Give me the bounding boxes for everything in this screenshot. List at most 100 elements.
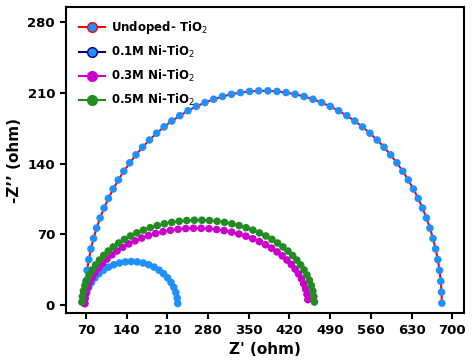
Point <box>303 292 311 297</box>
Point <box>160 271 167 277</box>
Point <box>82 290 90 296</box>
Point <box>155 267 163 273</box>
Point <box>426 225 434 231</box>
Point <box>153 130 160 136</box>
Point <box>133 259 141 265</box>
Point <box>168 118 176 124</box>
Point <box>273 249 281 255</box>
Point <box>366 130 374 136</box>
Point <box>115 240 122 246</box>
Point <box>262 242 269 248</box>
Point <box>174 301 182 306</box>
Point <box>423 215 430 221</box>
Point <box>86 280 93 286</box>
Point <box>213 226 220 232</box>
Point <box>95 265 102 271</box>
Point <box>438 300 446 306</box>
Point <box>308 283 315 289</box>
Point <box>335 108 342 114</box>
Point <box>88 275 96 281</box>
Point <box>255 230 263 236</box>
Point <box>91 275 99 281</box>
Point <box>242 225 250 230</box>
Point <box>183 218 191 223</box>
Point <box>105 264 112 270</box>
Point <box>310 299 318 305</box>
Y-axis label: -Z’’ (ohm): -Z’’ (ohm) <box>7 118 22 202</box>
Point <box>91 270 99 276</box>
Point <box>88 280 95 285</box>
Point <box>309 96 317 102</box>
Point <box>82 295 89 301</box>
Point <box>300 281 308 287</box>
Point <box>235 223 243 229</box>
Point <box>437 278 445 284</box>
Point <box>100 267 107 273</box>
Point <box>90 236 97 241</box>
Point <box>145 233 152 238</box>
Point <box>279 244 287 250</box>
Point <box>219 94 226 99</box>
Point <box>133 230 141 236</box>
Point <box>173 295 181 301</box>
Point <box>393 160 401 166</box>
Point <box>387 152 394 158</box>
Point <box>174 226 182 232</box>
Point <box>105 248 112 254</box>
Point <box>429 236 437 241</box>
Point <box>205 226 213 232</box>
Point <box>89 267 96 273</box>
Point <box>262 233 270 239</box>
Point <box>138 235 146 241</box>
Point <box>128 259 135 265</box>
Point <box>109 186 117 192</box>
X-axis label: Z' (ohm): Z' (ohm) <box>229 342 301 357</box>
Point <box>284 248 292 254</box>
Point <box>113 248 121 254</box>
Point <box>255 239 263 245</box>
Point <box>172 290 180 296</box>
Point <box>327 103 334 109</box>
Point <box>235 231 243 237</box>
Point <box>132 152 140 158</box>
Point <box>190 225 197 231</box>
Point <box>380 144 388 150</box>
Point <box>92 262 100 268</box>
Point <box>127 233 134 239</box>
Point <box>414 195 422 201</box>
Point <box>221 219 228 225</box>
Point <box>152 230 159 236</box>
Legend: Undoped- TiO$_2$, 0.1M Ni-TiO$_2$, 0.3M Ni-TiO$_2$, 0.5M Ni-TiO$_2$: Undoped- TiO$_2$, 0.1M Ni-TiO$_2$, 0.3M … <box>75 16 211 111</box>
Point <box>82 278 90 284</box>
Point <box>278 253 286 259</box>
Point <box>139 144 146 150</box>
Point <box>228 229 236 235</box>
Point <box>154 223 161 229</box>
Point <box>93 225 100 231</box>
Point <box>115 177 122 183</box>
Point <box>83 277 91 283</box>
Point <box>351 118 358 124</box>
Point <box>159 229 167 235</box>
Point <box>139 260 147 266</box>
Point <box>87 246 95 252</box>
Point <box>86 272 93 278</box>
Point <box>295 271 302 277</box>
Point <box>297 262 304 268</box>
Point <box>283 90 290 95</box>
Point <box>120 168 128 174</box>
Point <box>283 257 291 263</box>
Point <box>121 237 128 242</box>
Point <box>121 259 129 265</box>
Point <box>318 100 326 106</box>
Point <box>125 241 133 247</box>
Point <box>198 225 205 231</box>
Point <box>246 88 254 94</box>
Point <box>84 285 91 291</box>
Point <box>146 225 154 230</box>
Point <box>126 160 134 166</box>
Point <box>255 88 263 94</box>
Point <box>81 301 89 306</box>
Point <box>82 296 89 301</box>
Point <box>167 280 175 285</box>
